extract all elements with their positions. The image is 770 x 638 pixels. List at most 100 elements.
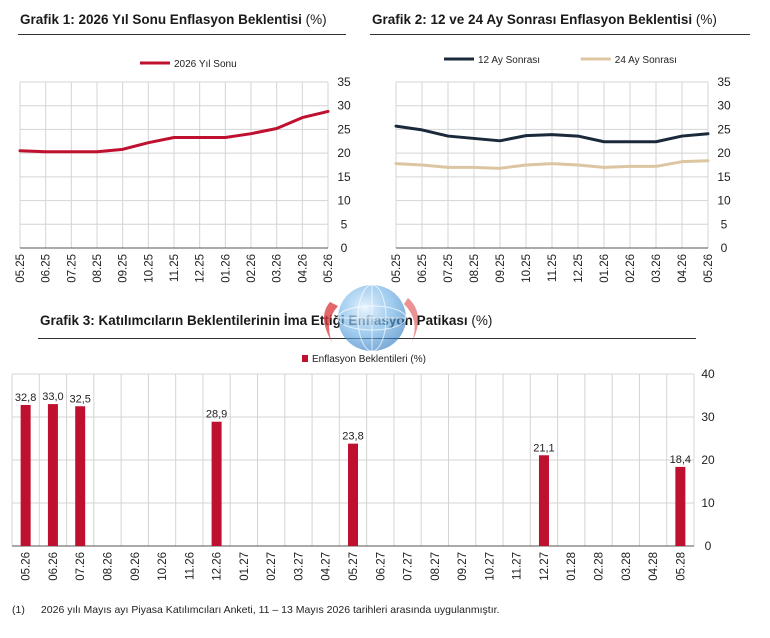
- chart2-series-line: [394, 159, 710, 170]
- chart2-legend-label: 24 Ay Sonrası: [615, 55, 677, 66]
- chart3-xtick-label: 01.28: [566, 552, 578, 581]
- chart3-xtick-label: 02.28: [594, 552, 606, 581]
- chart1-xtick-label: 10.25: [143, 254, 155, 283]
- chart3-bar: [47, 404, 58, 546]
- footnote-number: (1): [12, 604, 25, 616]
- chart1-ytick-label: 5: [341, 217, 348, 231]
- footnote-text: 2026 yılı Mayıs ayı Piyasa Katılımcıları…: [40, 604, 500, 616]
- footnote: (1) 2026 yılı Mayıs ayı Piyasa Katılımcı…: [12, 604, 499, 616]
- chart2-ytick-label: 25: [717, 122, 731, 136]
- chart1-xtick-label: 05.26: [323, 254, 335, 283]
- chart3-data-label: 32,5: [69, 393, 90, 405]
- chart1-xtick-label: 12.25: [195, 254, 207, 283]
- chart3-data-label: 28,9: [206, 409, 227, 421]
- chart3-xtick-label: 05.27: [348, 552, 360, 581]
- chart3-xtick-label: 07.26: [75, 552, 87, 581]
- chart1-xtick-label: 06.25: [41, 254, 53, 283]
- chart2-xtick-label: 06.25: [417, 254, 429, 283]
- chart3-xtick-label: 09.27: [457, 552, 469, 581]
- chart1-ytick-label: 30: [337, 99, 351, 113]
- chart1-series-line: [18, 109, 330, 154]
- chart1-title-unit: (%): [305, 12, 327, 27]
- chart3-bar: [20, 404, 31, 546]
- chart3-xtick-label: 05.26: [21, 552, 33, 581]
- chart1-title-text: Grafik 1: 2026 Yıl Sonu Enflasyon Beklen…: [20, 12, 302, 27]
- chart3-xtick-label: 05.28: [675, 552, 687, 581]
- chart2-xtick-label: 03.26: [651, 254, 663, 283]
- chart1-xtick-label: 05.25: [15, 254, 27, 283]
- chart1-xtick-label: 09.25: [118, 254, 130, 283]
- chart3-xtick-label: 06.26: [48, 552, 60, 581]
- chart2-title-rule: [370, 34, 750, 35]
- chart3-bar: [675, 466, 686, 546]
- chart2-xtick-label: 11.25: [547, 254, 559, 282]
- chart1-xtick-label: 01.26: [220, 254, 232, 283]
- chart1-title-rule: [18, 34, 346, 35]
- chart3-bar: [538, 455, 549, 546]
- chart3-data-label: 21,1: [533, 442, 554, 454]
- chart1-legend-label: 2026 Yıl Sonu: [174, 59, 237, 70]
- chart3-data-label: 32,8: [15, 392, 36, 404]
- chart3-bar: [75, 406, 86, 546]
- chart1-ytick-label: 15: [337, 170, 351, 184]
- chart2-ytick-label: 35: [717, 75, 731, 89]
- chart2-xtick-label: 01.26: [599, 254, 611, 283]
- chart1-ytick-label: 35: [337, 75, 351, 89]
- chart1-ytick-label: 10: [337, 194, 351, 208]
- chart3-xtick-label: 09.26: [130, 552, 142, 581]
- chart3-bar: [211, 421, 222, 546]
- chart2-title: Grafik 2: 12 ve 24 Ay Sonrası Enflasyon …: [372, 12, 717, 27]
- chart2-ytick-label: 5: [721, 217, 728, 231]
- chart3-data-label: 23,8: [342, 431, 363, 443]
- chart1-ytick-label: 0: [341, 241, 348, 255]
- chart2-xtick-label: 04.26: [677, 254, 689, 283]
- chart2-ytick-label: 20: [717, 146, 731, 160]
- chart2-xtick-label: 09.25: [495, 254, 507, 283]
- chart2-xtick-label: 05.25: [391, 254, 403, 283]
- chart3-ytick-label: 20: [701, 453, 715, 467]
- chart2-xtick-label: 05.26: [703, 254, 715, 283]
- chart3-xtick-label: 06.27: [375, 552, 387, 581]
- chart1-xtick-label: 04.26: [297, 254, 309, 283]
- chart3-xtick-label: 12.26: [212, 552, 224, 581]
- chart3-xtick-label: 04.27: [321, 552, 333, 581]
- chart3-data-label: 33,0: [42, 391, 63, 403]
- chart3-legend-swatch: [302, 355, 308, 362]
- chart3-legend-label: Enflasyon Beklentileri (%): [312, 354, 426, 365]
- chart2-title-text: Grafik 2: 12 ve 24 Ay Sonrası Enflasyon …: [372, 12, 693, 27]
- chart1-xtick-label: 03.26: [272, 254, 284, 283]
- chart2-xtick-label: 07.25: [443, 254, 455, 283]
- chart1-xtick-label: 07.25: [66, 254, 78, 283]
- chart3-xtick-label: 04.28: [648, 552, 660, 581]
- chart1-xtick-label: 02.26: [246, 254, 258, 283]
- chart3-ytick-label: 30: [701, 410, 715, 424]
- chart3-xtick-label: 10.27: [484, 552, 496, 581]
- chart3-xtick-label: 11.27: [512, 552, 524, 580]
- chart2-xtick-label: 02.26: [625, 254, 637, 283]
- chart3-bar: [348, 443, 358, 546]
- chart2-xtick-label: 10.25: [521, 254, 533, 283]
- chart3-xtick-label: 01.27: [239, 552, 251, 581]
- chart2-ytick-label: 30: [717, 99, 731, 113]
- chart3-title-unit: (%): [471, 313, 493, 328]
- chart3-xtick-label: 07.27: [403, 552, 415, 581]
- chart3-xtick-label: 02.27: [266, 552, 278, 581]
- chart1-ytick-label: 25: [337, 122, 351, 136]
- chart3-xtick-label: 08.26: [102, 552, 114, 581]
- globe-watermark-icon: [323, 284, 419, 352]
- chart1-xtick-label: 08.25: [92, 254, 104, 283]
- chart3-ytick-label: 10: [701, 496, 715, 510]
- chart1-title: Grafik 1: 2026 Yıl Sonu Enflasyon Beklen…: [20, 12, 327, 27]
- chart3-xtick-label: 03.28: [621, 552, 633, 581]
- chart2-series-line: [394, 124, 710, 144]
- chart3-ytick-label: 0: [705, 539, 712, 553]
- chart3-xtick-label: 11.26: [184, 552, 196, 580]
- charts-canvas: 0 5 10 15 20 25 30 35 05.25 06.25 07.25 08.25 09.25 1…: [11, 55, 731, 581]
- chart2-ytick-label: 15: [717, 170, 731, 184]
- chart2-ytick-label: 0: [721, 241, 728, 255]
- chart1-xtick-label: 11.25: [169, 254, 181, 282]
- chart3-xtick-label: 03.27: [293, 552, 305, 581]
- chart2-xtick-label: 12.25: [573, 254, 585, 283]
- chart3-ytick-label: 40: [701, 367, 715, 381]
- chart3-data-label: 18,4: [670, 454, 691, 466]
